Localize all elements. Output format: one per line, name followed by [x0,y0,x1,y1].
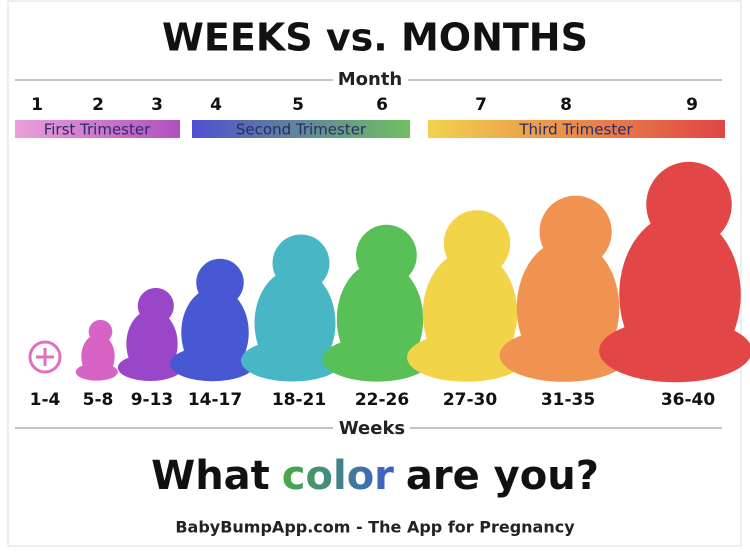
trimester-label: Third Trimester [518,121,633,139]
week-range: 31-35 [541,390,595,410]
question: What color are you? [151,453,599,499]
baby-legs [407,332,526,382]
week-range: 1-4 [30,390,61,410]
frame [7,0,742,547]
trimester-bar [192,120,410,138]
baby-legs [499,328,629,382]
week-range: 14-17 [188,390,242,410]
week-range: 5-8 [83,390,114,410]
baby-silhouette [599,161,750,383]
question-text: What [151,453,270,499]
month-number: 8 [560,95,572,115]
baby-head [646,161,732,248]
month-number: 3 [151,95,163,115]
month-number: 6 [376,95,388,115]
baby-legs [599,319,750,383]
baby-legs [322,336,432,382]
baby-head [443,210,511,277]
baby-head [272,234,330,292]
baby-silhouette [75,319,118,381]
week-range: 9-13 [131,390,174,410]
baby-silhouette [117,287,183,381]
weeks-label: Weeks [339,418,405,439]
month-number: 9 [686,95,698,115]
trimester-bar [15,120,180,138]
footer: BabyBumpApp.com - The App for Pregnancy [175,518,575,537]
baby-silhouette [499,195,629,382]
trimester-label: Second Trimester [236,121,367,139]
question-text: are you? [406,453,599,499]
baby-silhouette [407,210,526,382]
baby-head [356,224,417,286]
month-number: 7 [475,95,487,115]
month-number: 2 [92,95,104,115]
week-range: 36-40 [661,390,716,410]
baby-silhouette [322,224,432,382]
week-range: 22-26 [355,390,409,410]
trimester-bar [428,120,725,138]
week-range: 27-30 [443,390,498,410]
baby-legs [75,363,118,381]
trimester-label: First Trimester [44,121,151,139]
baby-legs [117,354,183,381]
baby-head [196,258,244,307]
baby-head [88,319,113,344]
plus-icon [36,348,54,366]
title: WEEKS vs. MONTHS [162,16,588,60]
plus-icon [28,340,62,374]
baby-legs [170,346,255,382]
baby-silhouette [241,234,343,382]
month-number: 5 [292,95,304,115]
baby-legs [241,339,343,382]
baby-head [539,195,612,268]
month-number: 1 [31,95,43,115]
week-range: 18-21 [272,390,326,410]
baby-silhouette [170,258,255,382]
month-number: 4 [210,95,222,115]
month-label: Month [338,69,403,90]
baby-head [137,287,174,324]
question-highlight: color [282,453,394,499]
